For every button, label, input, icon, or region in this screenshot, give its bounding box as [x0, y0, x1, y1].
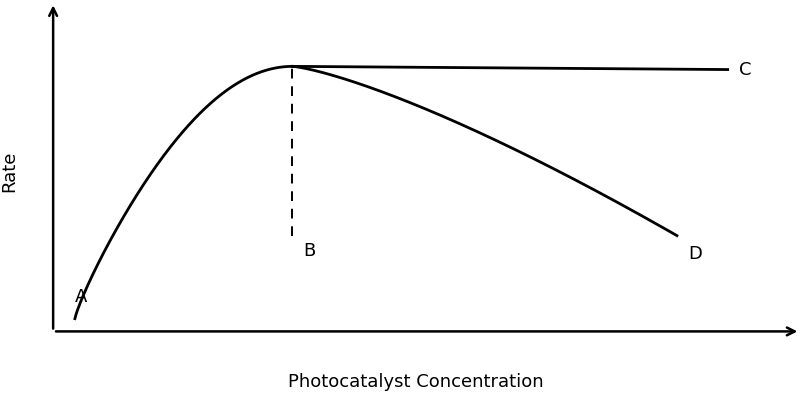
Text: Rate: Rate	[1, 151, 18, 192]
Text: D: D	[688, 245, 702, 263]
Text: Photocatalyst Concentration: Photocatalyst Concentration	[288, 373, 544, 391]
Text: A: A	[75, 288, 87, 306]
Text: B: B	[303, 242, 316, 260]
Text: C: C	[738, 61, 751, 78]
